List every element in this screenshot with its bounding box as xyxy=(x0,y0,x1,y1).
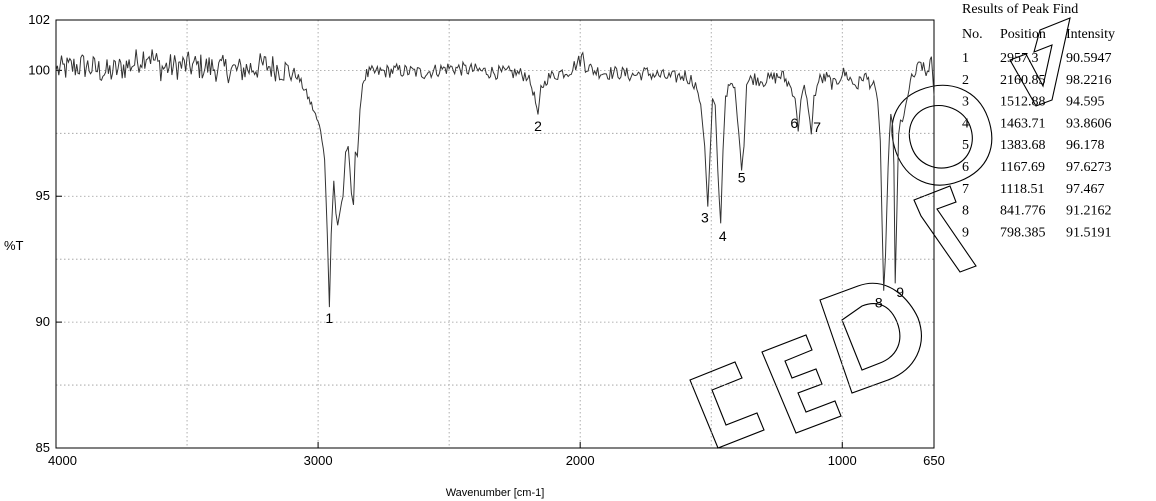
plot-area-frame xyxy=(55,19,935,449)
peak-labels: 1 2 34 5 6 7 89 xyxy=(325,115,904,326)
results-title: Results of Peak Find xyxy=(962,2,1078,17)
x-tick-label: 1000 xyxy=(828,453,857,468)
results-cell: 1512.88 xyxy=(1000,95,1046,110)
x-tick-label: 650 xyxy=(923,453,945,468)
results-cell: 2160.85 xyxy=(1000,73,1046,88)
peak-label: 9 xyxy=(896,284,904,300)
x-tick-label: 2000 xyxy=(566,453,595,468)
watermark xyxy=(689,17,1071,449)
results-cell: 91.5191 xyxy=(1066,225,1112,240)
peak-label: 3 xyxy=(701,209,709,225)
results-cell: 90.5947 xyxy=(1066,51,1112,66)
results-cell: 2957.3 xyxy=(1000,51,1039,66)
results-cell: 94.595 xyxy=(1066,95,1105,110)
results-cell: 96.178 xyxy=(1066,138,1105,153)
x-axis-title: Wavenumber [cm-1] xyxy=(446,487,545,499)
results-cell: 6 xyxy=(962,160,969,175)
results-cell: 2 xyxy=(962,73,969,88)
results-cell: 97.467 xyxy=(1066,182,1105,197)
results-cell: 4 xyxy=(962,116,969,131)
results-cell: 1463.71 xyxy=(1000,116,1046,131)
results-cell: 841.776 xyxy=(1000,204,1046,219)
results-cell: 1 xyxy=(962,51,969,66)
peak-label: 6 xyxy=(790,115,798,131)
results-cell: 97.6273 xyxy=(1066,160,1112,175)
peak-label: 4 xyxy=(719,228,727,244)
results-of-peak-find-table: Results of Peak Find No. Position Intensity… xyxy=(962,2,1115,240)
results-cell: 91.2162 xyxy=(1066,204,1112,219)
y-tick-label: 102 xyxy=(28,12,50,27)
peak-label: 8 xyxy=(875,294,883,310)
results-header: No. xyxy=(962,27,983,42)
results-cell: 7 xyxy=(962,182,969,197)
y-tick-label: 90 xyxy=(36,314,50,329)
results-cell: 3 xyxy=(962,95,969,110)
y-tick-label: 100 xyxy=(28,62,50,77)
y-tick-label: 95 xyxy=(36,188,50,203)
peak-label: 1 xyxy=(325,310,333,326)
peak-label: 7 xyxy=(813,119,821,135)
results-cell: 1167.69 xyxy=(1000,160,1045,175)
results-cell: 93.8606 xyxy=(1066,116,1112,131)
results-cell: 1118.51 xyxy=(1000,182,1044,197)
results-cell: 798.385 xyxy=(1000,225,1046,240)
peak-label: 5 xyxy=(738,170,746,186)
x-tick-label: 3000 xyxy=(304,453,333,468)
spectrum-line xyxy=(55,49,935,308)
results-cell: 5 xyxy=(962,138,969,153)
results-header: Intensity xyxy=(1066,27,1115,42)
results-cell: 9 xyxy=(962,225,969,240)
x-tick-label: 4000 xyxy=(48,453,77,468)
y-axis-title: %T xyxy=(4,238,24,253)
peak-label: 2 xyxy=(534,118,542,134)
y-tick-label: 85 xyxy=(36,440,50,455)
results-cell: 1383.68 xyxy=(1000,138,1046,153)
results-cell: 8 xyxy=(962,204,969,219)
chart-grid xyxy=(56,20,934,448)
results-cell: 98.2216 xyxy=(1066,73,1112,88)
results-header: Position xyxy=(1000,27,1046,42)
